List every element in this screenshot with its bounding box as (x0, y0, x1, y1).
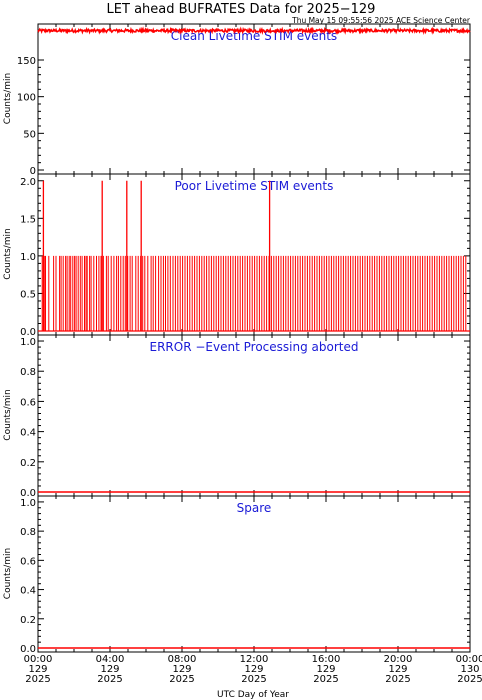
y-tick-label-2-2: 0.4 (20, 428, 36, 439)
panels: Clean Livetime STIM events050100150Count… (3, 23, 482, 685)
y-axis-label-2: Counts/min (3, 389, 13, 440)
y-tick-label-3-3: 0.6 (20, 556, 36, 567)
x-tick-label-2-0: 08:00 (168, 654, 197, 665)
x-tick-label-2-1: 129 (172, 664, 191, 675)
y-tick-label-3-2: 0.4 (20, 586, 36, 597)
y-tick-label-2-1: 0.2 (20, 458, 36, 469)
x-tick-label-5-0: 20:00 (384, 654, 413, 665)
y-tick-label-1-1: 0.5 (20, 289, 36, 300)
x-tick-label-3-1: 129 (244, 664, 263, 675)
x-axis-label: UTC Day of Year (217, 690, 289, 700)
panel-title-2: ERROR −Event Processing aborted (150, 340, 359, 354)
y-axis-label-1: Counts/min (3, 228, 13, 279)
x-tick-label-0-1: 129 (28, 664, 47, 675)
x-tick-label-5-1: 129 (388, 664, 407, 675)
x-tick-label-3-0: 12:00 (240, 654, 269, 665)
panel-frame-2 (37, 334, 471, 497)
x-tick-label-4-0: 16:00 (312, 654, 341, 665)
y-tick-label-0-0: 0 (30, 166, 36, 177)
x-tick-label-5-2: 2025 (385, 674, 410, 685)
panel-title-3: Spare (237, 501, 272, 515)
y-tick-label-2-5: 1.0 (20, 337, 36, 348)
y-tick-label-1-3: 1.5 (20, 214, 36, 225)
y-tick-label-3-5: 1.0 (20, 498, 36, 509)
x-tick-label-4-2: 2025 (313, 674, 338, 685)
x-tick-label-6-1: 130 (460, 664, 479, 675)
y-tick-label-0-3: 150 (17, 56, 36, 67)
panel-frame-3 (37, 495, 471, 653)
x-tick-label-1-2: 2025 (97, 674, 122, 685)
y-tick-label-3-0: 0.0 (20, 644, 36, 655)
y-tick-label-1-4: 2.0 (20, 177, 36, 188)
x-tick-label-2-2: 2025 (169, 674, 194, 685)
panel-frame-0 (37, 23, 471, 175)
y-tick-label-0-1: 50 (23, 129, 36, 140)
chart-title: LET ahead BUFRATES Data for 2025−129 (107, 2, 376, 17)
x-tick-label-0-0: 00:00 (24, 654, 53, 665)
y-tick-label-3-1: 0.2 (20, 615, 36, 626)
y-tick-label-2-3: 0.6 (20, 397, 36, 408)
y-axis-label-3: Counts/min (3, 548, 13, 599)
y-tick-label-2-4: 0.8 (20, 367, 36, 378)
y-tick-label-1-0: 0.0 (20, 327, 36, 338)
y-tick-label-0-2: 100 (17, 93, 36, 104)
y-axis-label-0: Counts/min (3, 73, 13, 124)
timestamp: Thu May 15 09:55:56 2025 ACE Science Cen… (291, 16, 471, 25)
y-tick-label-2-0: 0.0 (20, 488, 36, 499)
x-tick-label-3-2: 2025 (241, 674, 266, 685)
x-tick-label-1-0: 04:00 (96, 654, 125, 665)
x-tick-label-4-1: 129 (316, 664, 335, 675)
y-tick-label-3-4: 0.8 (20, 527, 36, 538)
y-tick-label-1-2: 1.0 (20, 252, 36, 263)
x-tick-label-0-2: 2025 (25, 674, 50, 685)
panel-title-1: Poor Livetime STIM events (175, 179, 334, 193)
x-tick-label-1-1: 129 (100, 664, 119, 675)
series-line-0-0 (37, 26, 471, 36)
x-tick-label-6-0: 00:00 (456, 654, 482, 665)
x-tick-label-6-2: 2025 (457, 674, 482, 685)
